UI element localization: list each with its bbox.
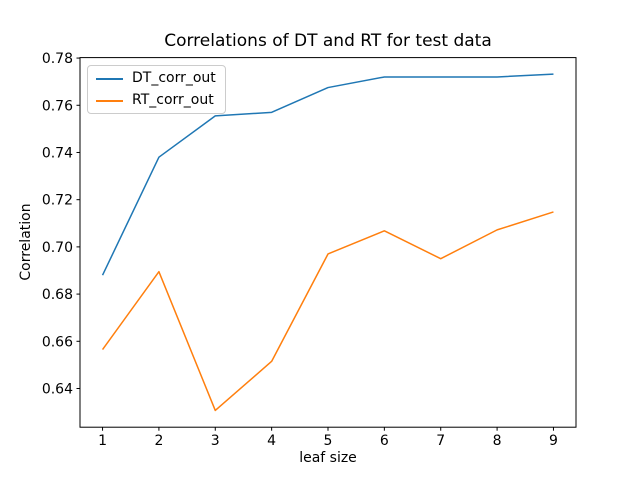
series-line-RT_corr_out [101,211,554,412]
legend-line-sample-dt-icon [96,77,123,80]
y-tick-label: 0.66 [42,334,73,350]
x-tick-label: 9 [549,433,558,449]
y-axis-label: Correlation [18,203,34,281]
legend-entry-rt: RT_corr_out [96,93,216,108]
y-tick-label: 0.64 [42,381,73,397]
y-tick-label: 0.78 [42,51,73,67]
y-tick-label: 0.72 [42,193,73,209]
legend-label-dt: DT_corr_out [132,70,216,86]
x-tick-label: 2 [154,433,163,449]
x-axis-label: leaf size [299,450,357,466]
y-tick-label: 0.74 [42,145,73,161]
x-tick-label: 7 [436,433,445,449]
x-tick-label: 3 [211,433,220,449]
x-tick-label: 6 [380,433,389,449]
legend-box: DT_corr_out RT_corr_out [87,65,226,114]
x-tick-label: 8 [493,433,502,449]
legend-entry-dt: DT_corr_out [96,71,216,86]
x-tick-label: 1 [98,433,107,449]
x-tick-label: 4 [267,433,276,449]
legend-line-sample-rt-icon [96,99,123,102]
x-tick-label: 5 [324,433,333,449]
y-tick-label: 0.68 [42,287,73,303]
series-line-DT_corr_out [101,73,554,276]
chart-title: Correlations of DT and RT for test data [164,31,492,51]
legend-label-rt: RT_corr_out [132,92,214,108]
y-tick-label: 0.70 [42,240,73,256]
y-tick-label: 0.76 [42,98,73,114]
